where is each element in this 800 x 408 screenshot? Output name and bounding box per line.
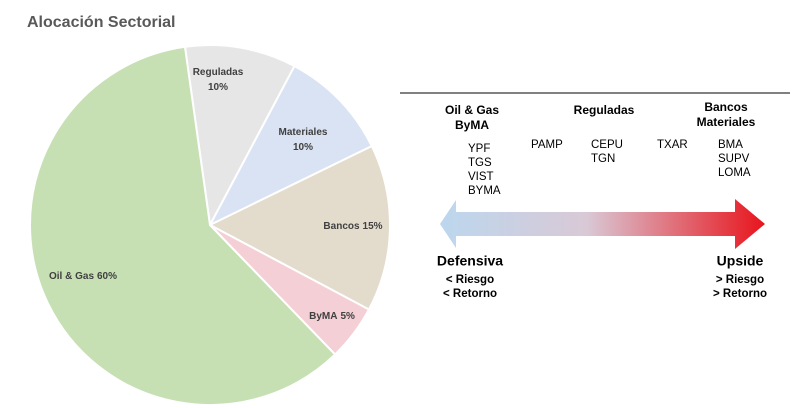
header: Bancos [704,100,748,114]
category-label: Bancos [323,221,360,232]
ticker: LOMA [718,167,751,179]
ticker: BYMA [468,185,501,197]
arrow [440,199,765,249]
left-note: < Riesgo [446,274,494,286]
left-label: Defensiva [437,253,503,269]
header: ByMA [455,118,489,132]
right-label: Upside [717,253,764,269]
pie: Reguladas 10% Materiales 10% Bancos 15% ByMA 5%… [29,44,391,406]
pie-slice [207,144,391,311]
value-label: 10% [208,82,228,93]
slice-label: Bancos 15% [323,221,382,232]
ticker: YPF [468,143,490,155]
category-label: Materiales [279,127,328,138]
diagram: Oil & Gas ByMA Reguladas Bancos Material… [437,100,767,300]
slice-label: Reguladas 10% [193,67,244,93]
ticker: TXAR [657,139,688,151]
value-label: 15% [363,221,383,232]
ticker: TGN [591,153,615,165]
header: Reguladas [574,103,635,117]
ticker: CEPU [591,139,623,151]
value-label: 5% [340,311,355,322]
header: Oil & Gas [445,103,499,117]
category-label: Oil & Gas [49,271,94,282]
pie-slice [207,64,374,228]
slice-label: Materiales 10% [279,127,328,153]
value-label: 10% [293,142,313,153]
ticker: TGS [468,157,492,169]
right-note: > Retorno [713,288,767,300]
category-label: Reguladas [193,67,244,78]
ticker: VIST [468,171,494,183]
header: Materiales [697,115,756,129]
value-label: 60% [97,271,117,282]
category-label: ByMA [309,311,337,322]
ticker: PAMP [531,139,563,151]
left-note: < Retorno [443,288,497,300]
slice-label: Oil & Gas 60% [49,271,117,282]
right-note: > Riesgo [716,274,764,286]
slice-label: ByMA 5% [309,311,355,322]
pie-slice [29,45,337,406]
chart-title: Alocación Sectorial [27,14,176,31]
ticker: SUPV [718,153,750,165]
pie-slice [183,44,296,229]
ticker: BMA [718,139,743,151]
